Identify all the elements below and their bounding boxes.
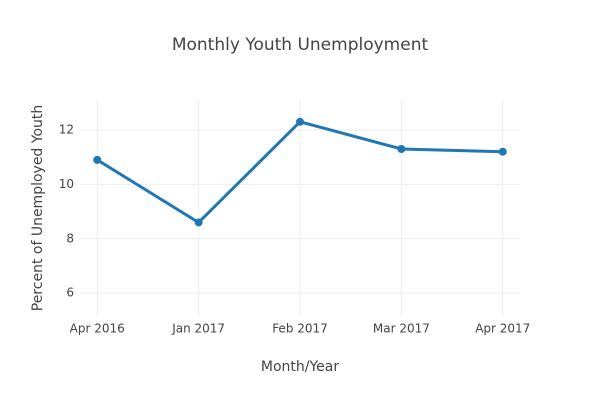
- x-axis-label: Month/Year: [261, 359, 339, 375]
- point: [397, 144, 406, 153]
- x-tick-label: Apr 2016: [70, 322, 125, 336]
- chart-title: Monthly Youth Unemployment: [172, 35, 429, 55]
- y-axis-label: Percent of Unemployed Youth: [30, 105, 46, 312]
- x-tick-label: Mar 2017: [373, 322, 430, 336]
- point: [93, 155, 102, 164]
- y-tick-label: 8: [66, 231, 74, 245]
- y-tick-label: 6: [66, 286, 74, 300]
- point: [194, 218, 203, 227]
- x-tick-label: Feb 2017: [272, 322, 328, 336]
- y-tick-label: 12: [59, 122, 74, 136]
- y-tick-label: 10: [59, 177, 74, 191]
- x-tick-label: Apr 2017: [475, 322, 530, 336]
- x-tick-label: Jan 2017: [171, 322, 225, 336]
- point: [296, 117, 304, 126]
- point: [498, 147, 507, 156]
